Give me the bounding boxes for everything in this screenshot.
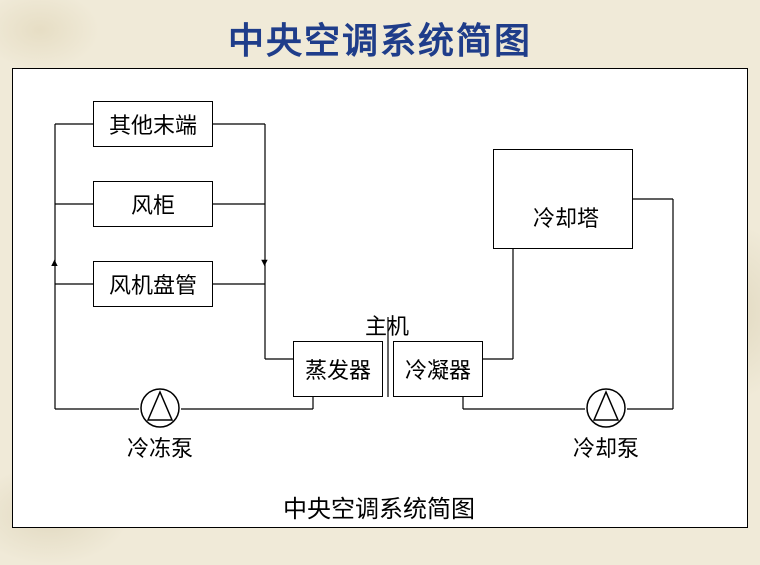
label-cool_pump_lbl: 冷却泵 [573, 431, 639, 463]
pump-chill_pump [139, 387, 181, 429]
node-evaporator: 蒸发器 [293, 341, 383, 397]
page-title: 中央空调系统简图 [0, 0, 760, 64]
label-tower_label: 冷却塔 [533, 201, 599, 233]
node-terminal_other: 其他末端 [93, 101, 213, 147]
label-chill_pump_lbl: 冷冻泵 [127, 431, 193, 463]
node-fan_cabinet: 风柜 [93, 181, 213, 227]
diagram-caption: 中央空调系统简图 [283, 489, 475, 524]
label-host_label: 主机 [365, 309, 409, 341]
flow-arrow-up: ▲ [49, 257, 60, 269]
diagram-frame: 中央空调系统简图 ︽︽︽︽ 其他末端风柜风机盘管蒸发器冷凝器主机冷却塔冷冻泵冷却… [12, 68, 748, 528]
flow-arrow-down: ▼ [259, 257, 270, 269]
node-condenser: 冷凝器 [393, 341, 483, 397]
node-cooling_tower_box [493, 149, 633, 249]
node-fan_coil: 风机盘管 [93, 261, 213, 307]
pump-cool_pump [585, 387, 627, 429]
